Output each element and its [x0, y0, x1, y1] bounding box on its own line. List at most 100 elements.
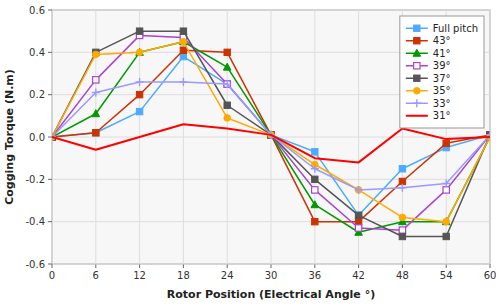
- legend-label: 33°: [433, 98, 451, 109]
- data-point: [180, 28, 186, 34]
- data-point: [136, 28, 142, 34]
- data-point: [179, 78, 187, 86]
- tick-mark: [48, 94, 52, 95]
- grid-line: [52, 179, 490, 180]
- tick-mark: [358, 264, 359, 268]
- tick-mark: [314, 264, 315, 268]
- series: [52, 38, 490, 225]
- tick-mark: [95, 264, 96, 268]
- data-point: [312, 218, 318, 224]
- data-point: [398, 184, 406, 192]
- data-point: [399, 166, 405, 172]
- data-point: [311, 201, 319, 208]
- tick-label: 48: [396, 270, 409, 281]
- tick-mark: [48, 137, 52, 138]
- data-point: [224, 102, 230, 108]
- legend-label: 39°: [433, 60, 451, 71]
- legend-label: 31°: [433, 110, 451, 121]
- y-axis-label: Cogging Torque (N.m): [3, 69, 16, 205]
- data-point: [355, 212, 361, 218]
- data-point: [443, 187, 449, 193]
- tick-label: 60: [484, 270, 497, 281]
- legend-label: 35°: [433, 85, 451, 96]
- grid-line: [52, 10, 490, 11]
- legend-label: 43°: [433, 35, 451, 46]
- grid-line: [52, 264, 490, 265]
- data-point: [136, 91, 142, 97]
- tick-label: 18: [177, 270, 190, 281]
- legend-item: 31°: [406, 110, 451, 121]
- data-point: [312, 187, 318, 193]
- legend-marker: [413, 49, 421, 56]
- tick-mark: [48, 10, 52, 11]
- axes: 06121824303642485460-0.6-0.4-0.20.00.20.…: [25, 5, 496, 282]
- data-point: [224, 115, 231, 122]
- legend-swatch: [406, 115, 428, 117]
- tick-label: 0.2: [29, 89, 45, 100]
- legend-label: 37°: [433, 73, 451, 84]
- data-point: [311, 165, 319, 173]
- tick-label: -0.4: [25, 216, 45, 227]
- tick-label: 0.0: [29, 132, 45, 143]
- tick-label: 0.4: [29, 47, 45, 58]
- data-point: [180, 47, 186, 53]
- tick-mark: [183, 264, 184, 268]
- legend-box: [400, 16, 484, 128]
- legend-marker: [414, 25, 420, 31]
- tick-label: 42: [352, 270, 365, 281]
- data-point: [399, 233, 405, 239]
- data-point: [312, 149, 318, 155]
- tick-mark: [48, 264, 52, 265]
- tick-mark: [48, 179, 52, 180]
- series: [52, 124, 490, 162]
- legend-label: 41°: [433, 48, 451, 59]
- tick-label: 54: [440, 270, 453, 281]
- legend-marker: [414, 38, 420, 44]
- data-point: [399, 227, 405, 233]
- tick-label: 6: [93, 270, 99, 281]
- tick-label: 30: [265, 270, 278, 281]
- data-point: [136, 108, 142, 114]
- data-point: [180, 53, 186, 59]
- tick-mark: [402, 264, 403, 268]
- tick-label: 0: [49, 270, 55, 281]
- plot-area: [52, 10, 490, 264]
- data-point: [93, 77, 99, 83]
- data-point: [355, 218, 361, 224]
- legend-marker: [414, 63, 420, 69]
- data-point: [136, 48, 144, 55]
- tick-mark: [48, 221, 52, 222]
- tick-mark: [490, 264, 491, 268]
- data-point: [442, 218, 450, 225]
- legend-item: 39°: [406, 60, 451, 71]
- data-point: [136, 49, 143, 56]
- data-point: [355, 187, 362, 194]
- tick-label: 12: [133, 270, 146, 281]
- data-point: [355, 186, 363, 194]
- tick-mark: [271, 264, 272, 268]
- legend-item: 43°: [406, 35, 451, 46]
- legend-item: 33°: [406, 98, 451, 109]
- legend-label: Full pitch: [433, 23, 478, 34]
- data-point: [223, 63, 231, 70]
- legend-item: 35°: [406, 85, 451, 96]
- data-point: [180, 38, 187, 45]
- data-point: [224, 49, 230, 55]
- tick-mark: [48, 52, 52, 53]
- tick-mark: [52, 264, 53, 268]
- data-point: [443, 140, 449, 146]
- legend-marker: [414, 87, 421, 94]
- tick-mark: [227, 264, 228, 268]
- data-point: [355, 212, 361, 218]
- data-point: [223, 80, 231, 88]
- chart: 06121824303642485460-0.6-0.4-0.20.00.20.…: [0, 0, 500, 306]
- x-axis-label: Rotor Position (Electrical Angle °): [167, 288, 375, 301]
- tick-label: 0.6: [29, 5, 45, 16]
- legend-item: Full pitch: [406, 23, 478, 34]
- data-point: [93, 130, 99, 136]
- legend-marker: [413, 99, 421, 107]
- tick-label: 36: [308, 270, 321, 281]
- data-point: [92, 89, 100, 97]
- series: [52, 53, 490, 218]
- data-point: [443, 218, 450, 225]
